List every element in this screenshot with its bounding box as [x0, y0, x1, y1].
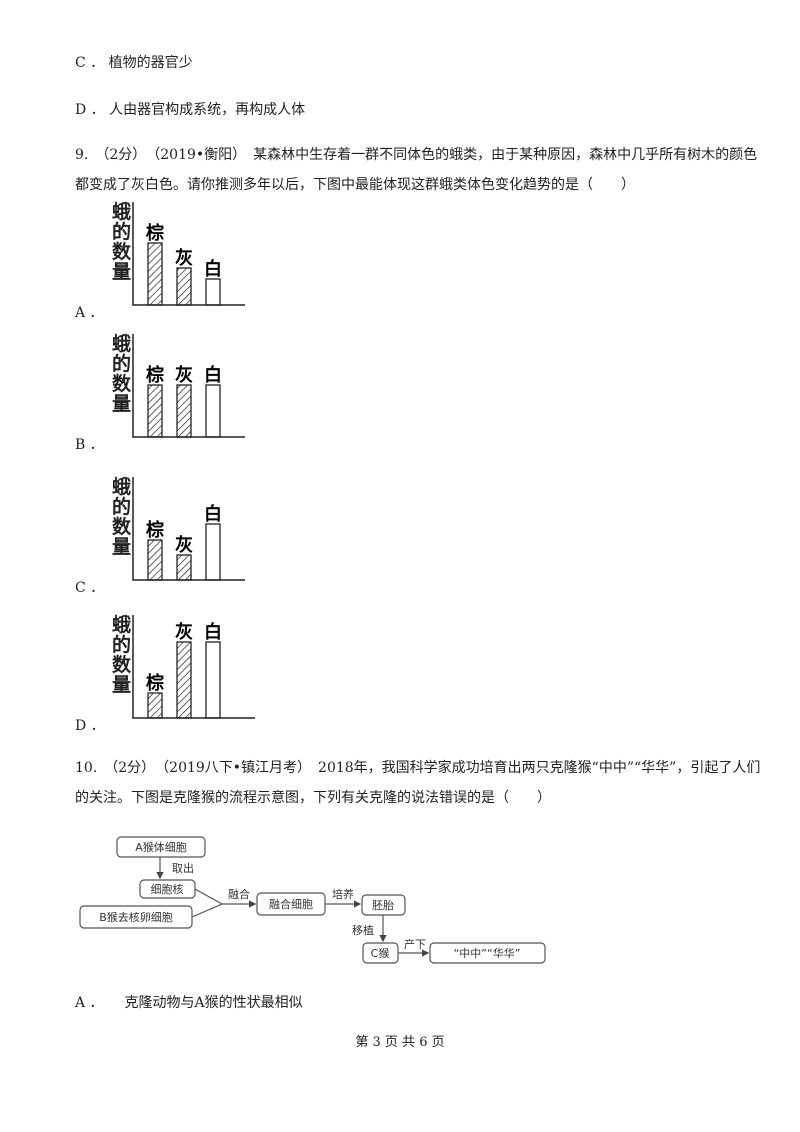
footer: 第 3 页 共 6 页 [355, 1035, 445, 1050]
bar-chart: 棕灰白 [132, 334, 245, 438]
y-axis-label: 蛾的数量 [112, 333, 132, 415]
bar-label: 灰 [175, 364, 193, 386]
bar [176, 554, 192, 581]
bar [176, 267, 192, 306]
bar [147, 384, 163, 438]
bar [147, 242, 163, 306]
option: C ． 植物的器官少 [75, 55, 193, 71]
box-label: 融合细胞 [269, 897, 313, 911]
bar [147, 692, 163, 719]
bar-label: 白 [204, 364, 222, 386]
flow-diagram: A猴体细胞 取出 细胞核 B猴去核卵细胞 融合 融合细胞 培养 胚胎 移植 C猴… [79, 836, 546, 964]
bar-chart: 棕 灰白 [132, 615, 255, 719]
bar [205, 384, 221, 438]
y-axis-label: 蛾的数量 [112, 201, 132, 283]
bar-label: 棕 [146, 519, 164, 541]
bar [205, 278, 221, 306]
option-label: A ． [75, 305, 104, 321]
option: D ． 人由器官构成系统，再构成人体 [75, 102, 306, 118]
option-label: D ． [75, 718, 105, 734]
bar [205, 523, 221, 581]
box-label: B猴去核卵细胞 [99, 910, 173, 924]
arrow-label: 产下 [404, 937, 426, 951]
bar-chart: 棕灰白 [132, 202, 245, 306]
option: A ． 克隆动物与A猴的性状最相似 [75, 995, 303, 1011]
bar [205, 641, 221, 719]
bar-chart: 棕灰白 [132, 477, 245, 581]
question: 9. （2分） （2019•衡阳） 某森林中生存着一群不同体色的蛾类，由于某种原… [75, 147, 758, 193]
bar [147, 539, 163, 581]
y-axis-label: 蛾的数量 [112, 476, 132, 558]
arrow-label: 培养 [332, 887, 354, 901]
bar-label: 白 [204, 621, 222, 643]
arrow-label: 融合 [228, 887, 250, 901]
bar-label: 棕 [146, 222, 164, 244]
bar-label: 灰 [175, 247, 193, 269]
bar-label: 白 [204, 503, 222, 525]
bar-label: 棕 [146, 364, 164, 386]
arrow-label: 取出 [172, 861, 194, 875]
arrow-label: 移植 [352, 923, 374, 937]
box-label: 胚胎 [372, 898, 394, 912]
box-label: 细胞核 [151, 882, 184, 896]
box-label: C猴 [371, 946, 390, 960]
bar [176, 384, 192, 438]
bar-label: 白 [204, 258, 222, 280]
y-axis-label: 蛾的数量 [112, 614, 132, 696]
option-label: C ． [75, 580, 105, 596]
bar-label: 灰 [175, 621, 193, 643]
bar-label: 棕 [146, 672, 164, 694]
box-label: “中中”“华华” [454, 946, 521, 960]
bar-label: 灰 [175, 534, 193, 556]
box-label: A猴体细胞 [135, 840, 187, 854]
option-label: B ． [75, 437, 104, 453]
bar [176, 641, 192, 719]
question: 10. （2分） （2019八下•镇江月考） 2018年，我国科学家成功培育出两… [75, 760, 761, 806]
